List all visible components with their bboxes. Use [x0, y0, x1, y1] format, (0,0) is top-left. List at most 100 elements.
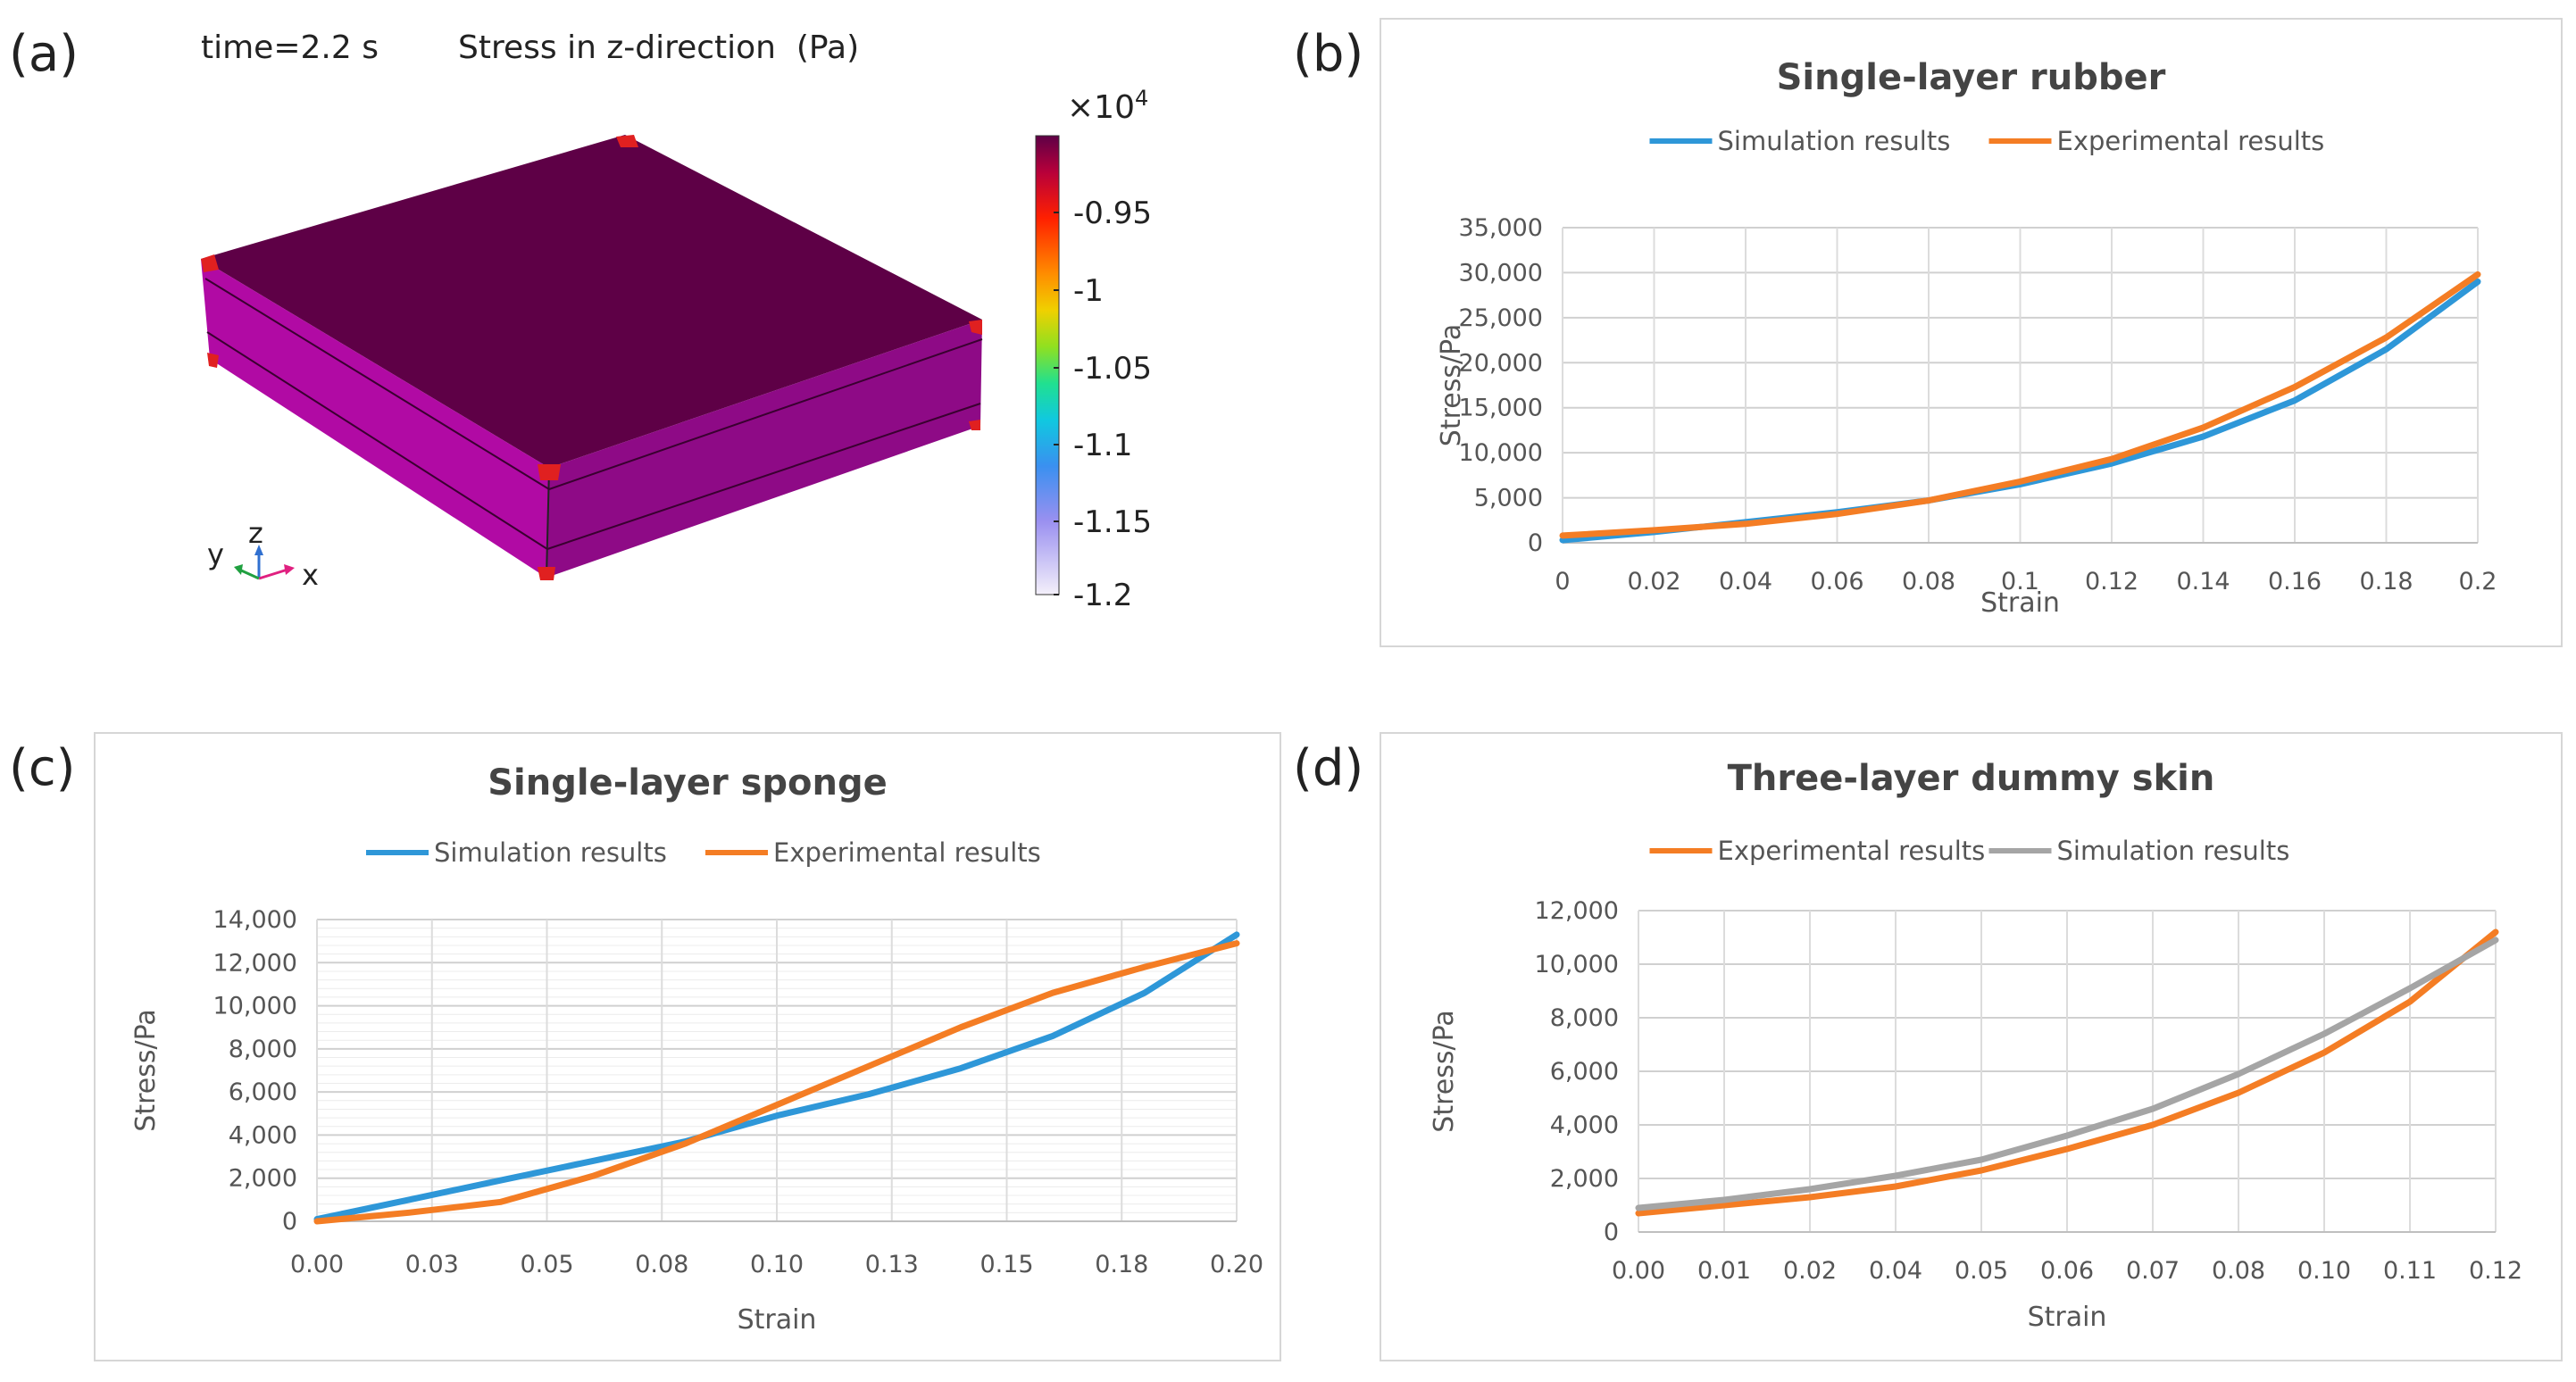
axis-label-y: y: [207, 537, 224, 571]
y-tick-label: 10,000: [1535, 951, 1619, 978]
box-layer-line: [206, 331, 548, 550]
legend-label: Experimental results: [2057, 126, 2325, 156]
y-tick-label: 14,000: [213, 906, 297, 934]
box-corner-highlight: [616, 135, 638, 147]
y-tick-label: 30,000: [1459, 259, 1543, 287]
x-tick-label: 0.20: [1210, 1251, 1263, 1278]
x-tick-label: 0.18: [2359, 568, 2413, 595]
colorbar-tick-label: -1.1: [1073, 428, 1132, 463]
x-tick-label: 0.06: [1810, 568, 1863, 595]
axis-label-x: x: [302, 558, 319, 592]
x-tick-label: 0.10: [2297, 1257, 2351, 1285]
x-tick-label: 0.06: [2040, 1257, 2094, 1285]
chart-three-layer-dummy-skin: Three-layer dummy skin Experimental resul…: [1429, 758, 2522, 1333]
stress-box: [201, 135, 983, 580]
x-tick-label: 0.18: [1095, 1251, 1148, 1278]
box-corner-highlight: [538, 567, 555, 580]
colorbar-tick-label: -1.15: [1073, 504, 1152, 540]
x-tick-label: 0.12: [2085, 568, 2138, 595]
y-tick-label: 8,000: [229, 1036, 297, 1063]
chart-frame-d: [1380, 732, 2563, 1361]
x-axis-label: Strain: [1980, 587, 2060, 619]
chart-title: Three-layer dummy skin: [1728, 758, 2215, 799]
x-tick-label: 0.2: [2459, 568, 2497, 595]
colorbar-ticks: -0.95 -1 -1.05 -1.1 -1.15 -1.2: [1054, 196, 1152, 613]
x-tick-label: 0.03: [405, 1251, 459, 1278]
y-axis-label: Stress/Pa: [130, 1009, 162, 1131]
y-tick-label: 2,000: [229, 1165, 297, 1193]
sim-time-label: time=2.2 s: [201, 29, 379, 66]
x-tick-label: 0.02: [1627, 568, 1680, 595]
legend: Simulation results Experimental results: [366, 837, 1041, 868]
x-tick-label: 0.07: [2126, 1257, 2180, 1285]
y-tick-label: 4,000: [229, 1121, 297, 1149]
series-line-1: [313, 931, 1240, 1223]
box-corner-highlight: [207, 353, 219, 368]
x-tick-label: 0.16: [2268, 568, 2322, 595]
y-axis-label: Stress/Pa: [1436, 324, 1467, 446]
y-tick-label: 20,000: [1459, 349, 1543, 377]
y-tick-label: 10,000: [213, 993, 297, 1020]
legend-label: Simulation results: [1718, 126, 1951, 156]
x-tick-label: 0.08: [1902, 568, 1955, 595]
legend: Simulation results Experimental results: [1649, 126, 2325, 156]
legend-label: Simulation results: [434, 837, 667, 868]
y-tick-label: 25,000: [1459, 304, 1543, 332]
chart-single-layer-sponge: Single-layer sponge Simulation results Exp…: [130, 762, 1263, 1336]
box-front-face: [201, 259, 549, 578]
y-tick-label: 4,000: [1550, 1111, 1619, 1139]
y-tick-label: 0: [282, 1208, 297, 1236]
box-edge: [546, 467, 550, 579]
chart-single-layer-rubber: Single-layer rubber Simulation results Exp…: [1436, 57, 2497, 619]
legend-label: Simulation results: [2057, 836, 2290, 866]
y-axis-label: Stress/Pa: [1429, 1010, 1460, 1132]
colorbar-tick-label: -0.95: [1073, 196, 1152, 231]
y-tick-label: 5,000: [1474, 485, 1543, 512]
chart-title: Single-layer rubber: [1777, 57, 2166, 98]
x-tick-label: 0.05: [520, 1251, 573, 1278]
x-tick-label: 0.13: [865, 1251, 919, 1278]
box-layer-line: [548, 338, 983, 490]
x-tick-label: 0: [1555, 568, 1570, 595]
y-tick-label: 12,000: [1535, 897, 1619, 925]
panel-label-a: (a): [9, 25, 79, 83]
y-tick-label: 8,000: [1550, 1004, 1619, 1032]
x-tick-label: 0.00: [290, 1251, 344, 1278]
y-tick-label: 0: [1528, 529, 1543, 557]
legend: Experimental results Simulation results: [1649, 836, 2290, 866]
y-tick-label: 12,000: [213, 949, 297, 977]
series-line-2: [1559, 271, 2481, 539]
colorbar: [1035, 135, 1060, 595]
x-tick-label: 0.08: [635, 1251, 688, 1278]
colorbar-tick-label: -1.05: [1073, 351, 1152, 387]
x-tick-label: 0.10: [750, 1251, 804, 1278]
series-line-2: [313, 940, 1240, 1225]
box-corner-highlight: [969, 320, 982, 335]
x-tick-label: 0.01: [1697, 1257, 1751, 1285]
x-tick-label: 0.14: [2176, 568, 2230, 595]
panel-label-c: (c): [9, 739, 76, 797]
series-line-1: [1635, 928, 2499, 1217]
x-tick-label: 0.15: [980, 1251, 1033, 1278]
colorbar-tick-label: -1: [1073, 273, 1104, 309]
y-tick-label: 6,000: [229, 1078, 297, 1106]
x-tick-label: 0.12: [2469, 1257, 2522, 1285]
axis-label-z: z: [248, 516, 263, 550]
y-tick-label: 35,000: [1459, 214, 1543, 242]
simulation-view: time=2.2 s Stress in z-direction (Pa) z …: [201, 29, 1152, 613]
box-layer-line: [546, 403, 981, 550]
x-tick-label: 0.08: [2212, 1257, 2265, 1285]
box-corner-highlight: [969, 420, 980, 430]
box-top-face: [201, 135, 982, 468]
box-corner-highlight: [201, 254, 219, 272]
box-corner-highlight: [538, 464, 561, 480]
sim-quantity-label: Stress in z-direction (Pa): [458, 29, 859, 66]
x-tick-label: 0.11: [2383, 1257, 2437, 1285]
x-axis-label: Strain: [738, 1304, 817, 1336]
y-tick-label: 0: [1604, 1219, 1619, 1246]
x-tick-label: 0.04: [1719, 568, 1772, 595]
x-axis-label: Strain: [2028, 1302, 2107, 1333]
chart-title: Single-layer sponge: [488, 762, 888, 803]
chart-frame-c: [94, 732, 1281, 1361]
y-tick-label: 15,000: [1459, 395, 1543, 422]
